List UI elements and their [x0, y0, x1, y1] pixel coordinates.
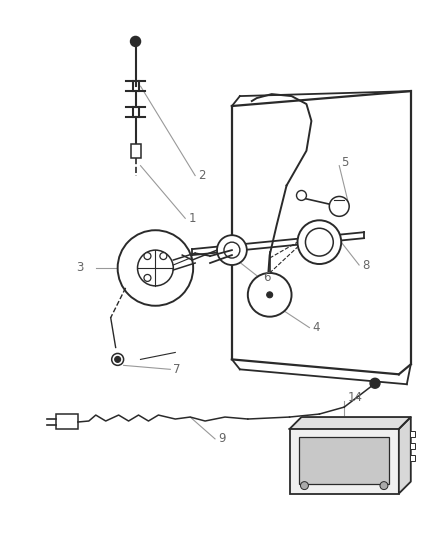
Text: 5: 5 — [341, 156, 349, 169]
Circle shape — [297, 190, 307, 200]
Circle shape — [224, 242, 240, 258]
Circle shape — [370, 378, 380, 388]
Circle shape — [138, 250, 173, 286]
Circle shape — [131, 36, 141, 46]
FancyBboxPatch shape — [410, 443, 415, 449]
Circle shape — [380, 482, 388, 490]
FancyBboxPatch shape — [300, 437, 389, 483]
FancyBboxPatch shape — [290, 429, 399, 494]
FancyBboxPatch shape — [410, 431, 415, 437]
Circle shape — [144, 253, 151, 260]
Circle shape — [300, 482, 308, 490]
FancyBboxPatch shape — [410, 455, 415, 461]
Text: 9: 9 — [218, 432, 226, 446]
Circle shape — [115, 357, 120, 362]
Text: 2: 2 — [198, 169, 205, 182]
Circle shape — [112, 353, 124, 365]
Text: 14: 14 — [347, 391, 362, 403]
FancyBboxPatch shape — [131, 144, 141, 158]
Text: 4: 4 — [312, 321, 320, 334]
Circle shape — [267, 292, 273, 298]
Polygon shape — [290, 417, 411, 429]
Text: 3: 3 — [77, 262, 84, 274]
Circle shape — [144, 274, 151, 281]
Circle shape — [297, 220, 341, 264]
FancyBboxPatch shape — [56, 414, 78, 429]
Text: 6: 6 — [263, 271, 270, 285]
Circle shape — [160, 253, 167, 260]
Text: 8: 8 — [362, 259, 370, 271]
Text: 1: 1 — [188, 212, 196, 225]
Circle shape — [118, 230, 193, 306]
Polygon shape — [399, 417, 411, 494]
Circle shape — [305, 228, 333, 256]
Circle shape — [329, 197, 349, 216]
Circle shape — [217, 235, 247, 265]
Text: 7: 7 — [173, 363, 181, 376]
Circle shape — [248, 273, 292, 317]
